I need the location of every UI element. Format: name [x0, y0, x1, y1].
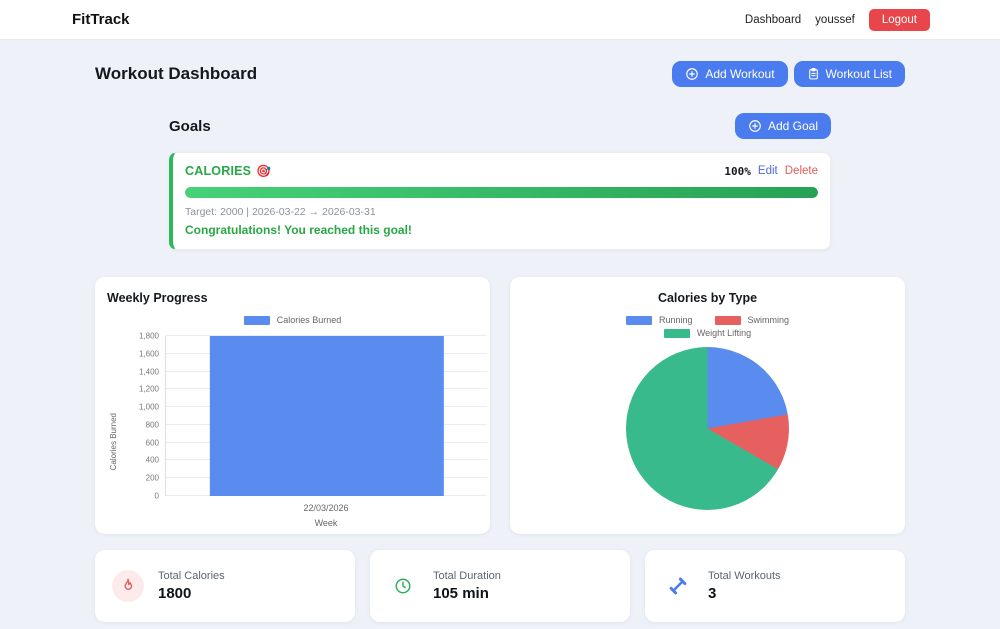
y-axis-tick: 0: [154, 491, 159, 501]
weekly-progress-chart-card: Weekly Progress Calories Burned Calories…: [95, 277, 490, 534]
charts-row: Weekly Progress Calories Burned Calories…: [95, 277, 905, 534]
main-content: Workout Dashboard Add Workout Workout Li…: [95, 40, 905, 622]
gridline: [166, 335, 487, 336]
page-header: Workout Dashboard Add Workout Workout Li…: [95, 61, 905, 87]
bar-chart-legend: Calories Burned: [107, 315, 478, 325]
page-title: Workout Dashboard: [95, 64, 258, 83]
y-axis-tick: 400: [145, 455, 159, 465]
x-axis-tick: 22/03/2026: [303, 503, 349, 513]
goal-progress-track: [185, 187, 818, 198]
stat-label: Total Workouts: [708, 570, 781, 582]
goal-card-header: CALORIES 🎯 100% Edit Delete: [185, 164, 818, 178]
add-workout-label: Add Workout: [705, 67, 775, 81]
goals-title: Goals: [169, 117, 211, 135]
y-axis-tick: 1,600: [138, 349, 159, 359]
add-goal-label: Add Goal: [767, 119, 818, 133]
legend-label: Swimming: [747, 315, 790, 325]
dumbbell-icon: [662, 570, 694, 602]
stats-row: Total Calories 1800 Total Duration 105 m…: [95, 550, 905, 622]
bar-chart-title: Weekly Progress: [107, 291, 208, 305]
goal-actions: 100% Edit Delete: [724, 165, 818, 178]
legend-swatch: [243, 315, 270, 325]
logout-button[interactable]: Logout: [868, 8, 930, 31]
legend-swatch: [663, 328, 690, 338]
goal-congrats-message: Congratulations! You reached this goal!: [185, 223, 412, 237]
goal-target-line: Target: 2000 | 2026-03-22 → 2026-03-31: [185, 206, 376, 218]
goal-name: CALORIES 🎯: [185, 164, 271, 178]
y-axis-title: Calories Burned: [109, 413, 118, 471]
add-workout-button[interactable]: Add Workout: [672, 61, 788, 87]
stat-card-total-calories: Total Calories 1800: [95, 550, 355, 622]
header-actions: Add Workout Workout List: [672, 61, 905, 87]
stat-text: Total Duration 105 min: [433, 570, 501, 602]
stat-value: 3: [708, 585, 717, 602]
y-axis-tick: 1,400: [138, 367, 159, 377]
y-axis-tick: 1,200: [138, 384, 159, 394]
stat-card-total-workouts: Total Workouts 3: [645, 550, 905, 622]
legend-label: Running: [658, 315, 693, 325]
goal-name-text: CALORIES: [185, 164, 252, 178]
y-axis-tick: 600: [145, 438, 159, 448]
pie-chart-title: Calories by Type: [657, 291, 758, 305]
nav-username: youssef: [815, 13, 855, 26]
legend-item-weight-lifting[interactable]: Weight Lifting: [663, 328, 752, 338]
legend-item-swimming[interactable]: Swimming: [714, 315, 790, 325]
goals-header: Goals Add Goal: [169, 113, 831, 139]
goal-percent: 100%: [724, 164, 751, 178]
stat-card-total-duration: Total Duration 105 min: [370, 550, 630, 622]
legend-item-calories-burned[interactable]: Calories Burned: [243, 315, 342, 325]
legend-item-running[interactable]: Running: [625, 315, 693, 325]
stat-label: Total Duration: [433, 570, 501, 582]
stat-text: Total Calories 1800: [158, 570, 225, 602]
bar-chart-area: Calories Burned 0 200 400 600 800 1,000 1,200 1…: [107, 331, 487, 528]
pie-chart-legend-row2: Weight Lifting: [522, 328, 893, 338]
nav-link-dashboard[interactable]: Dashboard: [744, 13, 802, 26]
stat-label: Total Calories: [158, 570, 225, 582]
stat-value: 1800: [158, 585, 192, 602]
goal-edit-link[interactable]: Edit: [757, 165, 778, 177]
y-axis-tick: 1,800: [138, 331, 159, 341]
plus-circle-icon: [748, 119, 762, 133]
goal-delete-link[interactable]: Delete: [784, 165, 818, 177]
clipboard-icon: [807, 67, 820, 81]
clock-icon: [387, 570, 419, 602]
workout-list-button[interactable]: Workout List: [793, 61, 905, 87]
bar-plot-area: 0 200 400 600 800 1,000 1,200 1,400 1,600 1,800: [139, 332, 487, 501]
legend-swatch: [714, 315, 741, 325]
goals-section: Goals Add Goal CALORIES 🎯 100% Edit Dele…: [169, 113, 831, 250]
legend-label: Weight Lifting: [696, 328, 752, 338]
bar-calories-burned[interactable]: [209, 336, 444, 496]
y-axis-tick: 1,000: [138, 402, 159, 412]
navbar-right: Dashboard youssef Logout: [744, 8, 930, 31]
pie-chart-legend-row1: Running Swimming: [522, 315, 893, 325]
brand-logo[interactable]: FitTrack: [72, 11, 130, 28]
goal-card: CALORIES 🎯 100% Edit Delete Target: 2000…: [169, 152, 831, 250]
y-axis-tick: 200: [145, 473, 159, 483]
x-axis-title: Week: [314, 518, 338, 528]
goal-progress-fill: [185, 187, 818, 198]
legend-swatch: [625, 315, 652, 325]
pie-chart: [626, 347, 789, 510]
stat-value: 105 min: [433, 585, 489, 602]
add-goal-button[interactable]: Add Goal: [734, 113, 831, 139]
flame-icon: [112, 570, 144, 602]
stat-text: Total Workouts 3: [708, 570, 781, 602]
target-emoji-icon: 🎯: [256, 164, 272, 178]
workout-list-label: Workout List: [825, 67, 892, 81]
y-axis-tick: 800: [145, 420, 159, 430]
calories-by-type-chart-card: Calories by Type Running Swimming Weight…: [510, 277, 905, 534]
navbar: FitTrack Dashboard youssef Logout: [0, 0, 1000, 40]
plus-circle-icon: [685, 67, 699, 81]
legend-label: Calories Burned: [276, 315, 342, 325]
